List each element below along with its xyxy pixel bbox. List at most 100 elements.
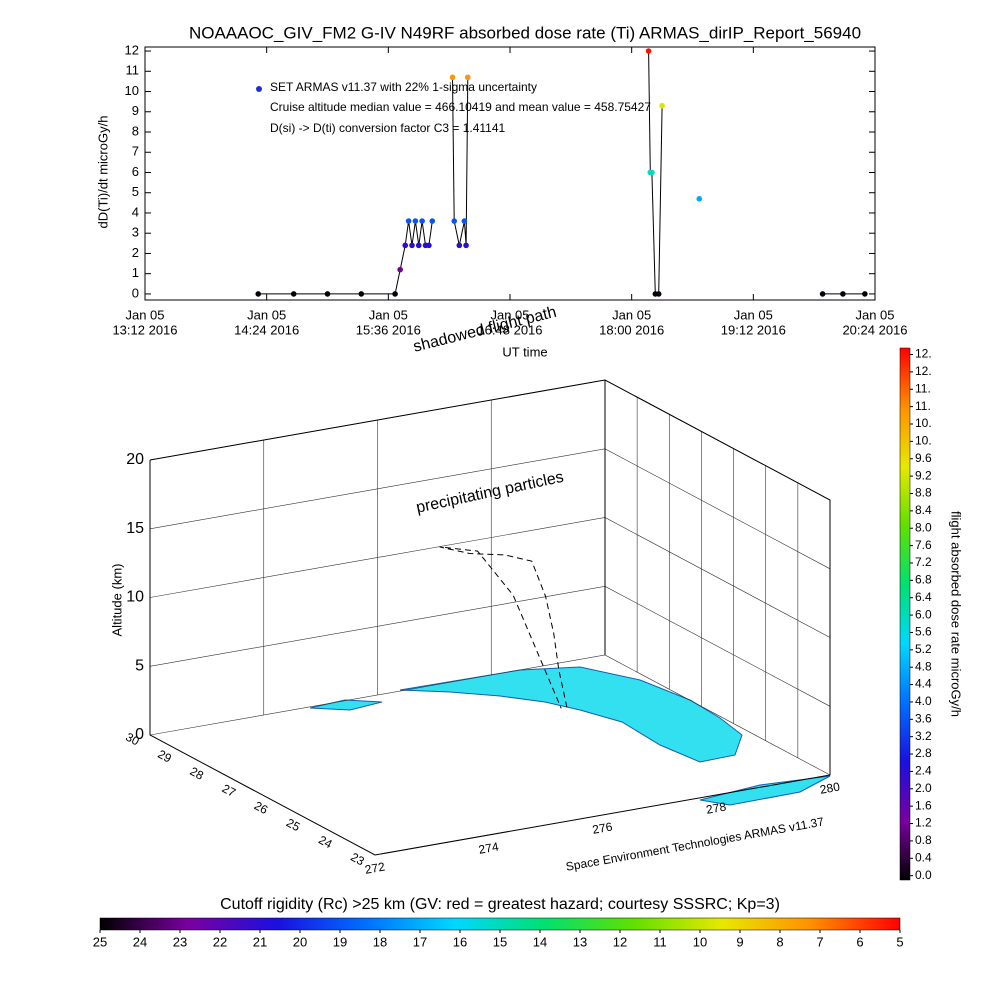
colorbar-tick-label: 9 <box>736 934 743 949</box>
y-tick-label: 4 <box>132 204 139 219</box>
colorbar-tick-label: 5 <box>896 934 903 949</box>
colorbar-tick-label: 4.4 <box>915 677 932 691</box>
lat-tick-label: 23 <box>348 850 367 869</box>
lat-tick-label: 29 <box>155 747 174 766</box>
lat-tick-label: 28 <box>188 764 207 783</box>
y-tick-label: 0 <box>132 285 139 300</box>
data-point <box>840 291 846 297</box>
colorbar-tick-label: 8.4 <box>915 503 932 517</box>
x-tick-label: Jan 05 <box>125 307 164 322</box>
y-tick-label: 9 <box>132 103 139 118</box>
x-tick-label: 14:24 2016 <box>234 322 299 337</box>
colorbar-tick-label: 0.8 <box>915 833 932 847</box>
data-point <box>649 169 655 176</box>
lat-tick-label: 24 <box>316 833 335 852</box>
colorbar-tick-label: 3.6 <box>915 711 932 725</box>
x-tick-label: Jan 05 <box>612 307 651 322</box>
colorbar-tick-label: 5.6 <box>915 625 932 639</box>
z-axis-label: Altitude (km) <box>109 564 124 637</box>
data-point <box>412 218 419 224</box>
colorbar-tick-label: 19 <box>333 934 347 949</box>
colorbar-tick-label: 22 <box>213 934 227 949</box>
colorbar-tick-label: 7.2 <box>915 555 932 569</box>
colorbar-tick-label: 8 <box>776 934 783 949</box>
data-point <box>409 242 415 249</box>
flight-path <box>439 546 568 709</box>
colorbar-tick-label: 11. <box>915 399 931 413</box>
grid-line <box>149 654 831 776</box>
axis-frame <box>149 379 831 856</box>
lat-tick-label: 25 <box>284 816 303 835</box>
colorbar-tick-label: 3.2 <box>915 729 932 743</box>
legend-label: SET ARMAS v11.37 with 22% 1-sigma uncert… <box>270 80 537 94</box>
z-tick-label: 15 <box>126 520 144 537</box>
colorbar-tick-label: 6.4 <box>915 590 932 604</box>
data-point <box>862 291 868 297</box>
colorbar-tick-label: 24 <box>133 934 147 949</box>
colorbar <box>899 347 911 881</box>
colorbar-tick-label: 1.6 <box>915 798 932 812</box>
lon-tick-label: 276 <box>591 819 613 836</box>
annotation: D(si) -> D(ti) conversion factor C3 = 1.… <box>270 121 506 135</box>
lat-tick-label: 26 <box>252 798 271 817</box>
x-tick-label: 13:12 2016 <box>112 322 177 337</box>
colorbar-tick-label: 1.2 <box>915 816 932 830</box>
grid-line <box>149 448 831 570</box>
legend-marker <box>256 86 262 92</box>
colorbar-tick-label: 0.0 <box>915 868 932 882</box>
y-axis-label: dD(Ti)/dt microGy/h <box>95 116 110 229</box>
colorbar-tick-label: 7.6 <box>915 538 932 552</box>
colorbar-tick-label: 8.8 <box>915 486 932 500</box>
colorbar-tick-label: 9.6 <box>915 451 932 465</box>
colorbar-tick-label: 21 <box>253 934 267 949</box>
data-point <box>415 242 422 249</box>
data-point <box>463 242 469 249</box>
colorbar-tick-label: 10. <box>915 434 932 448</box>
y-tick-label: 8 <box>132 123 139 138</box>
colorbar-tick-label: 12. <box>915 364 932 378</box>
colorbar-tick-label: 20 <box>293 934 307 949</box>
data-point <box>696 196 703 202</box>
colorbar-tick-label: 0.4 <box>915 850 932 864</box>
data-point <box>419 218 425 224</box>
y-tick-label: 2 <box>132 245 139 260</box>
x-tick-label: 19:12 2016 <box>721 322 786 337</box>
colorbar-tick-label: 16 <box>453 934 467 949</box>
x-tick-label: Jan 05 <box>490 307 529 322</box>
colorbar-tick-label: 25 <box>93 934 107 949</box>
lon-tick-label: 272 <box>364 859 386 876</box>
data-point <box>402 242 409 249</box>
data-point <box>358 291 365 297</box>
y-tick-label: 5 <box>132 184 139 199</box>
data-point <box>655 291 662 297</box>
colorbar-tick-label: 7 <box>816 934 823 949</box>
colorbar-tick-label: 10 <box>693 934 707 949</box>
lon-tick-label: 280 <box>819 779 841 796</box>
x-tick-label: 15:36 2016 <box>356 322 421 337</box>
colorbar-tick-label: 4.8 <box>915 659 932 673</box>
y-tick-label: 12 <box>125 42 139 57</box>
y-tick-label: 3 <box>132 225 139 240</box>
z-tick-label: 10 <box>126 589 144 606</box>
x-tick-label: 18:00 2016 <box>599 322 664 337</box>
colorbar-tick-label: 2.8 <box>915 746 932 760</box>
y-tick-label: 1 <box>132 265 139 280</box>
colorbar-label: flight absorbed dose rate microGy/h <box>949 511 964 717</box>
colorbar-tick-label: 13 <box>573 934 587 949</box>
colorbar-tick-label: 11 <box>653 934 667 949</box>
annotation: Cruise altitude median value = 466.10419… <box>270 100 651 114</box>
data-point <box>255 291 262 297</box>
colorbar-tick-label: 23 <box>173 934 187 949</box>
colorbar-tick-label: 8.0 <box>915 520 932 534</box>
colorbar-tick-label: 5.2 <box>915 642 932 656</box>
colorbar-tick-label: 12. <box>915 347 932 361</box>
x-tick-label: Jan 05 <box>247 307 286 322</box>
x-tick-label: 20:24 2016 <box>842 322 907 337</box>
lon-tick-label: 274 <box>478 839 500 856</box>
data-point <box>405 218 412 224</box>
colorbar-tick-label: 6 <box>856 934 863 949</box>
x-tick-label: Jan 05 <box>734 307 773 322</box>
colorbar-tick-label: 10. <box>915 416 932 430</box>
data-point <box>290 291 297 297</box>
